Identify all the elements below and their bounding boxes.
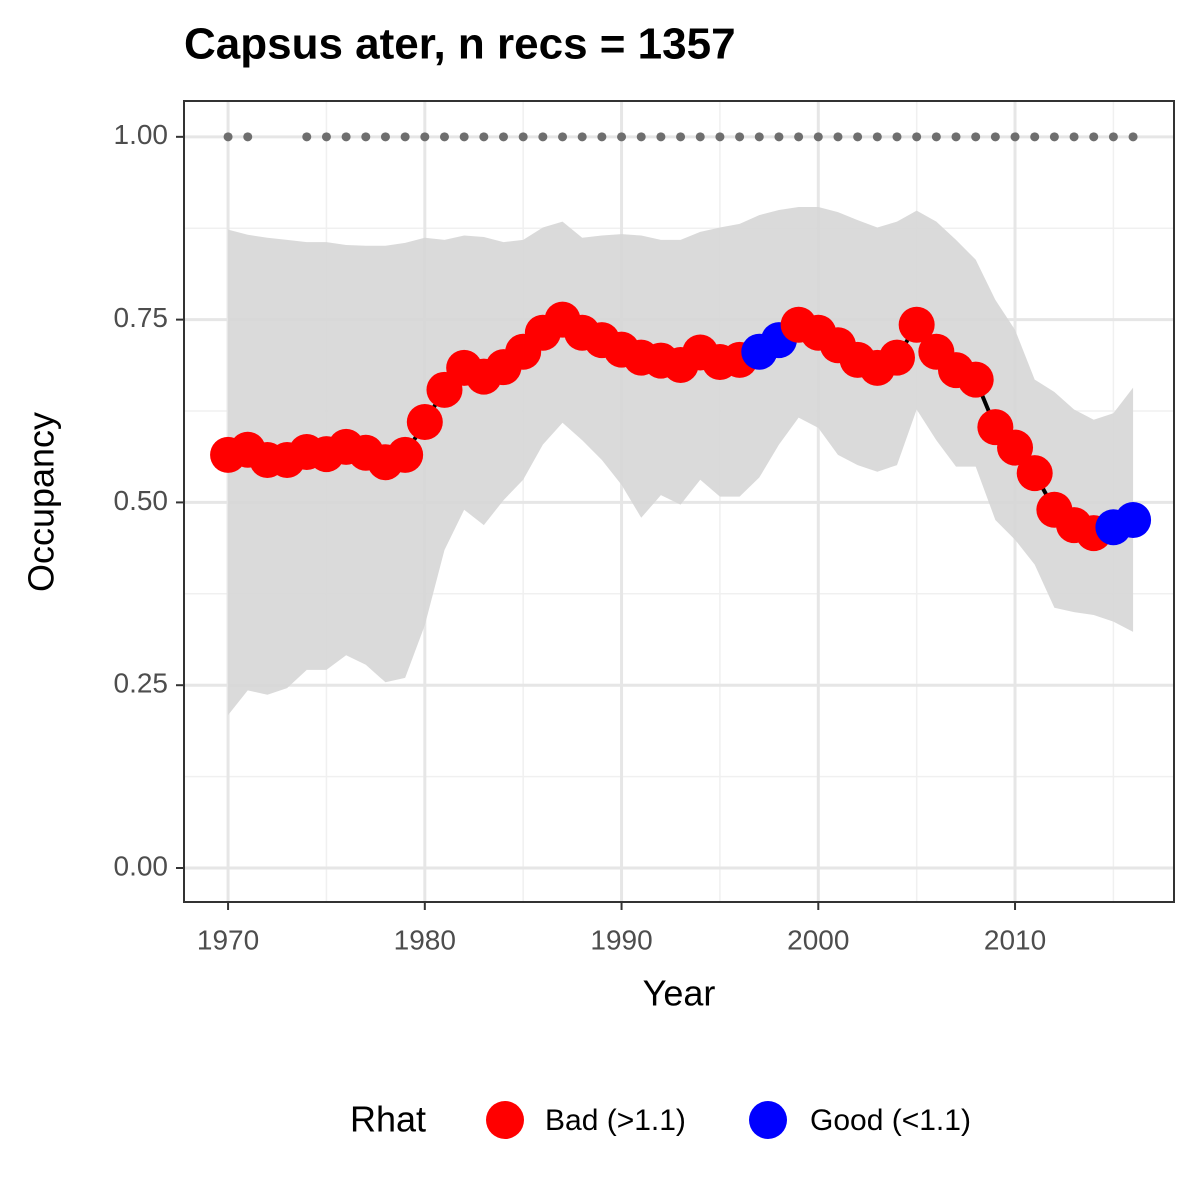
record-dot	[439, 132, 449, 142]
record-dot	[459, 132, 469, 142]
x-tick-label: 2010	[984, 924, 1046, 955]
record-dot	[656, 132, 666, 142]
y-tick-label: 1.00	[114, 119, 169, 150]
y-tick-label: 0.75	[114, 302, 169, 333]
record-dot	[971, 132, 981, 142]
record-dot	[518, 132, 528, 142]
record-dot	[1069, 132, 1079, 142]
record-dot	[735, 132, 745, 142]
record-dot	[341, 132, 351, 142]
x-tick-label: 2000	[787, 924, 849, 955]
record-dot	[774, 132, 784, 142]
record-dot	[754, 132, 764, 142]
x-axis-title: Year	[643, 973, 716, 1014]
chart-title: Capsus ater, n recs = 1357	[184, 20, 736, 69]
point	[957, 361, 994, 398]
record-dot	[695, 132, 705, 142]
record-dot	[912, 132, 922, 142]
record-dot	[361, 132, 371, 142]
record-dot	[636, 132, 646, 142]
point	[1016, 455, 1053, 492]
y-tick-label: 0.00	[114, 850, 169, 881]
record-dot	[1108, 132, 1118, 142]
record-dot	[538, 132, 548, 142]
record-dot	[813, 132, 823, 142]
record-dot	[617, 132, 627, 142]
point	[1115, 501, 1152, 538]
y-tick-label: 0.50	[114, 485, 169, 516]
record-dot	[1128, 132, 1138, 142]
record-dot	[1030, 132, 1040, 142]
record-dot	[853, 132, 863, 142]
x-tick-label: 1970	[197, 924, 259, 955]
legend-label: Bad (>1.1)	[545, 1104, 686, 1137]
record-dot	[931, 132, 941, 142]
record-dot	[223, 132, 233, 142]
record-dot	[420, 132, 430, 142]
point	[406, 403, 443, 440]
record-dot	[558, 132, 568, 142]
record-dot	[833, 132, 843, 142]
x-tick-label: 1980	[394, 924, 456, 955]
record-dot	[577, 132, 587, 142]
record-dot	[794, 132, 804, 142]
point	[997, 429, 1034, 466]
record-dot	[1049, 132, 1059, 142]
record-dot	[597, 132, 607, 142]
record-dot	[499, 132, 509, 142]
point	[387, 436, 424, 473]
record-dot	[990, 132, 1000, 142]
record-dot	[892, 132, 902, 142]
record-dot	[872, 132, 882, 142]
x-tick-label: 1990	[590, 924, 652, 955]
legend-title: Rhat	[350, 1099, 426, 1140]
record-dot	[243, 132, 253, 142]
record-dot	[380, 132, 390, 142]
y-axis-title: Occupancy	[21, 412, 62, 592]
point	[878, 339, 915, 376]
legend-label: Good (<1.1)	[810, 1104, 971, 1137]
legend-marker	[486, 1101, 524, 1139]
record-dot	[400, 132, 410, 142]
record-dot	[951, 132, 961, 142]
record-dot	[479, 132, 489, 142]
record-dot	[302, 132, 312, 142]
point	[898, 306, 935, 343]
y-tick-label: 0.25	[114, 668, 169, 699]
record-dot	[1010, 132, 1020, 142]
record-dot	[321, 132, 331, 142]
record-dot	[715, 132, 725, 142]
record-dot	[1089, 132, 1099, 142]
record-dot	[676, 132, 686, 142]
legend-marker	[749, 1101, 787, 1139]
